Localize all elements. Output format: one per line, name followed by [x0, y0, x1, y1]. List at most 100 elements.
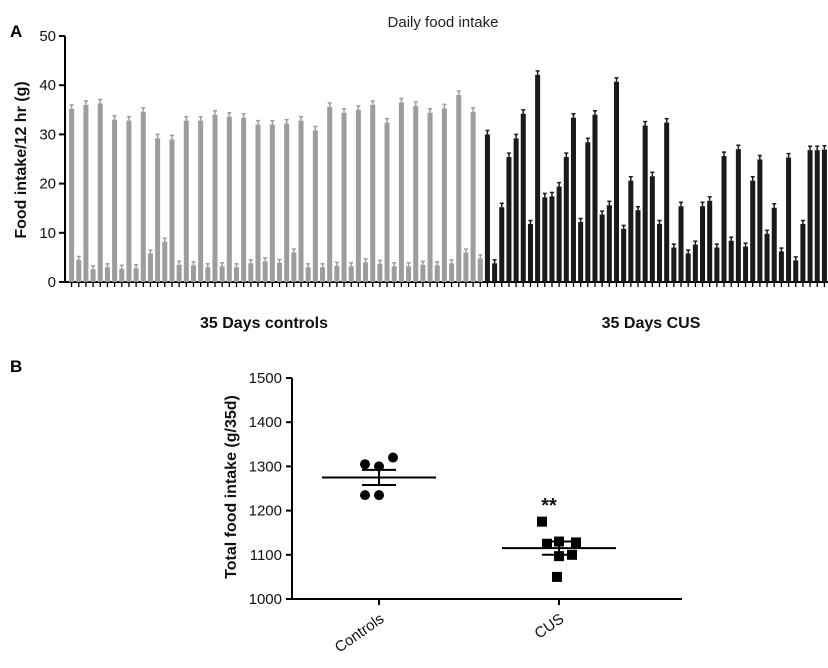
y-tick-label: 10 — [39, 225, 56, 242]
bar — [233, 267, 239, 282]
bar — [728, 240, 734, 282]
bar — [398, 102, 404, 282]
bar — [542, 197, 548, 282]
bar — [226, 116, 232, 282]
bar — [635, 210, 641, 282]
bar — [112, 119, 118, 282]
bar — [291, 252, 297, 282]
bar — [549, 196, 555, 282]
bar — [384, 122, 390, 282]
bar — [707, 200, 713, 282]
data-point-circle — [360, 459, 370, 470]
bar — [757, 159, 763, 282]
bar — [391, 266, 397, 282]
bar — [671, 247, 677, 282]
bar — [183, 120, 189, 283]
bar — [499, 207, 505, 282]
panel-a-bars — [69, 70, 827, 283]
bar — [492, 263, 498, 282]
bar — [456, 95, 462, 282]
bar — [527, 223, 533, 282]
bar — [327, 106, 333, 283]
bar — [700, 206, 706, 282]
bar — [506, 157, 512, 282]
y-tick-label: 1300 — [249, 458, 282, 475]
bar — [484, 134, 490, 282]
bar — [592, 114, 598, 282]
bar — [628, 180, 634, 282]
y-tick-label: 1200 — [249, 503, 282, 520]
bar — [477, 258, 483, 282]
bar — [205, 267, 211, 282]
bar — [463, 252, 469, 282]
bar — [348, 266, 354, 282]
bar — [190, 265, 196, 282]
bar — [155, 138, 161, 282]
data-point-square — [552, 571, 562, 582]
bar — [97, 103, 103, 283]
x-category-label: Controls — [332, 610, 388, 656]
panel-b-y-ticks: 1000 1100 1200 1300 1400 1500 — [249, 370, 292, 608]
bar — [90, 269, 96, 282]
bar — [692, 244, 698, 282]
bar — [743, 246, 749, 282]
data-point-circle — [374, 490, 384, 501]
y-tick-label: 1400 — [249, 414, 282, 431]
bar — [778, 251, 784, 282]
bar — [678, 206, 684, 282]
bar — [147, 253, 153, 282]
panel-a-y-axis-label: Food intake/12 hr (g) — [13, 81, 30, 238]
bar — [69, 108, 75, 282]
panel-b-x-categories: Controls CUS — [332, 599, 568, 656]
bar — [198, 120, 204, 283]
bar — [248, 263, 254, 282]
panel-b-y-axis-label: Total food intake (g/35d) — [223, 395, 240, 579]
bar — [771, 207, 777, 282]
bar — [606, 205, 612, 282]
bar — [219, 266, 225, 282]
bar — [585, 142, 591, 282]
bar — [764, 233, 770, 282]
bar — [104, 267, 110, 282]
bar — [241, 117, 247, 282]
bar — [786, 157, 792, 282]
bar — [685, 253, 691, 282]
bar — [320, 267, 326, 282]
panel-a-y-ticks: 0 10 20 30 40 50 — [39, 28, 65, 291]
data-point-circle — [388, 452, 398, 463]
bar — [162, 241, 168, 282]
bar — [800, 223, 806, 282]
bar — [513, 138, 519, 282]
panel-a-x-ticks — [70, 282, 826, 287]
bar — [133, 268, 139, 282]
bar — [255, 124, 261, 282]
data-point-square — [554, 551, 564, 562]
bar — [793, 260, 799, 282]
bar — [714, 247, 720, 282]
data-point-circle — [374, 461, 384, 472]
bar — [212, 114, 218, 282]
bar — [312, 130, 318, 282]
bar — [621, 228, 627, 282]
group-label-controls: 35 Days controls — [200, 315, 328, 332]
bar — [176, 264, 182, 282]
y-tick-label: 1100 — [250, 547, 282, 564]
bar — [406, 266, 412, 282]
bar — [570, 117, 576, 282]
bar — [441, 108, 447, 282]
bar — [821, 149, 827, 282]
bar — [370, 104, 376, 282]
bar — [277, 262, 283, 282]
bar — [284, 123, 290, 283]
y-tick-label: 40 — [39, 77, 56, 94]
bar — [449, 263, 455, 282]
bar — [140, 111, 146, 282]
bar — [649, 176, 655, 282]
bar — [563, 157, 569, 282]
x-category-label: CUS — [532, 610, 568, 642]
bar — [119, 268, 125, 282]
bar — [735, 149, 741, 282]
bar — [657, 223, 663, 282]
